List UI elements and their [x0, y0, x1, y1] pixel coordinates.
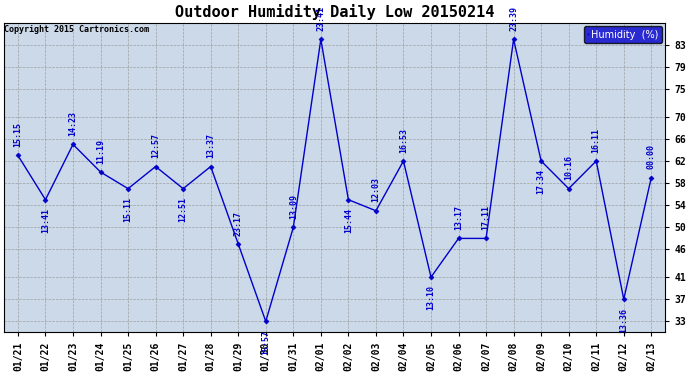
Text: 23:17: 23:17 [234, 211, 243, 236]
Text: 12:51: 12:51 [179, 197, 188, 222]
Text: 12:57: 12:57 [151, 133, 160, 158]
Text: 15:11: 15:11 [124, 197, 132, 222]
Text: Copyright 2015 Cartronics.com: Copyright 2015 Cartronics.com [4, 26, 149, 34]
Text: 13:09: 13:09 [289, 194, 298, 219]
Text: 15:44: 15:44 [344, 208, 353, 233]
Text: 16:53: 16:53 [399, 128, 408, 153]
Text: 11:19: 11:19 [96, 139, 105, 164]
Text: 17:11: 17:11 [482, 205, 491, 230]
Text: 00:00: 00:00 [647, 144, 656, 169]
Text: 13:10: 13:10 [426, 285, 435, 310]
Text: 23:41: 23:41 [316, 6, 326, 31]
Text: 13:41: 13:41 [41, 208, 50, 233]
Legend: Humidity  (%): Humidity (%) [584, 26, 662, 44]
Text: 10:16: 10:16 [564, 155, 573, 180]
Text: 14:23: 14:23 [68, 111, 77, 136]
Text: 13:17: 13:17 [454, 205, 463, 230]
Text: 13:37: 13:37 [206, 133, 215, 158]
Text: 15:57: 15:57 [262, 330, 270, 355]
Text: 15:15: 15:15 [13, 122, 23, 147]
Text: 17:34: 17:34 [537, 169, 546, 194]
Text: 23:39: 23:39 [509, 6, 518, 31]
Text: 16:11: 16:11 [592, 128, 601, 153]
Text: 13:36: 13:36 [619, 308, 629, 333]
Text: 12:03: 12:03 [371, 177, 380, 203]
Title: Outdoor Humidity Daily Low 20150214: Outdoor Humidity Daily Low 20150214 [175, 4, 494, 20]
